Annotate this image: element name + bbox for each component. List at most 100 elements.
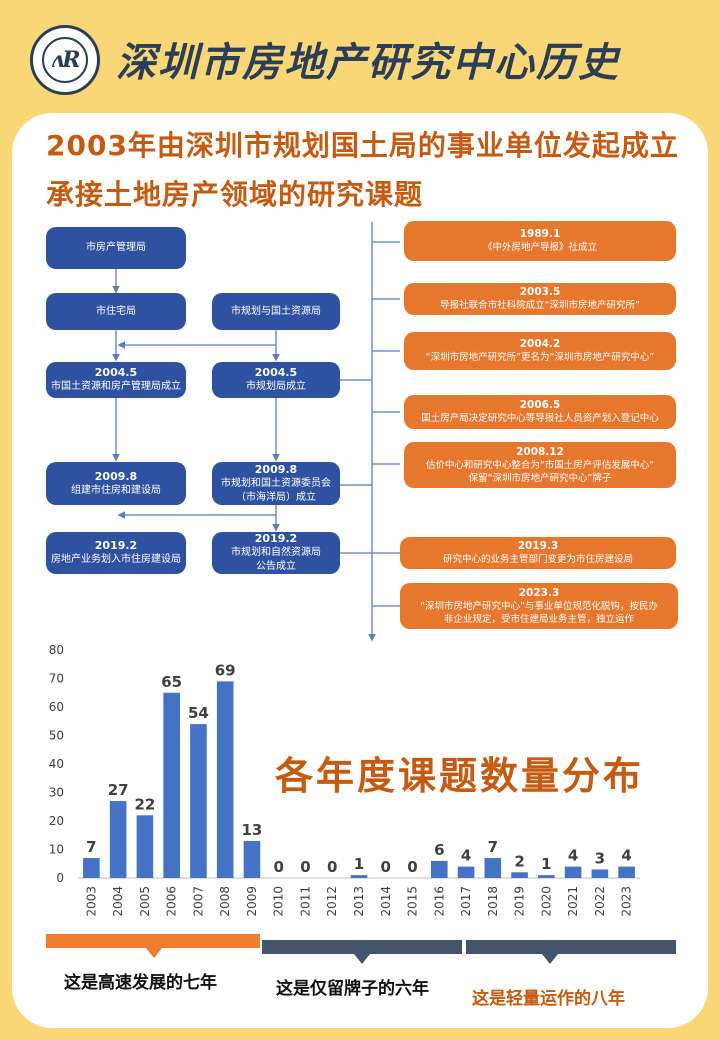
y-tick-label: 40 [49, 757, 64, 771]
x-tick-label-2016: 2016 [432, 886, 446, 917]
x-tick-label-2008: 2008 [218, 886, 232, 917]
data-label-2011: 0 [300, 858, 310, 876]
header: ʌR 深圳市房地产研究中心历史 [0, 0, 720, 118]
org-node-housing-construction-2009: 2009.8 组建市住房和建设局 [46, 462, 186, 505]
org-node-text: 组建市住房和建设局 [71, 484, 161, 496]
period-band-growth [46, 934, 260, 948]
bar-2019 [511, 872, 528, 878]
timeline-event-2008: 2008.12 估价中心和研究中心整合为“市国土房产评估发展中心” 保留“深圳市… [404, 442, 676, 488]
x-tick-label-2006: 2006 [165, 886, 179, 917]
org-node-housing-admin: 市房产管理局 [46, 227, 186, 269]
x-tick-label-2018: 2018 [486, 886, 500, 917]
x-tick-label-2003: 2003 [84, 886, 98, 917]
bar-2008 [216, 681, 234, 878]
bar-2017 [457, 866, 475, 878]
subtitle-scope: 承接土地房产领域的研究课题 [46, 178, 424, 211]
data-label-2014: 0 [381, 858, 391, 876]
data-label-2021: 4 [568, 847, 578, 865]
org-node-planning-land-bureau: 市规划与国土资源局 [212, 293, 340, 330]
subtitle-founding: 2003年由深圳市规划国土局的事业单位发起成立 [46, 129, 679, 162]
x-tick-label-2022: 2022 [593, 886, 607, 917]
page-title: 深圳市房地产研究中心历史 [116, 40, 620, 86]
y-tick-label: 30 [49, 786, 64, 800]
data-label-2006: 65 [161, 673, 182, 691]
period-label-growth: 这是高速发展的七年 [64, 973, 217, 993]
y-tick-label: 80 [49, 643, 64, 657]
org-node-text: 市房产管理局 [86, 242, 146, 253]
data-label-2017: 4 [461, 847, 471, 865]
y-tick-label: 50 [49, 729, 64, 743]
bar-2004 [109, 801, 127, 878]
data-label-2003: 7 [86, 838, 96, 856]
x-tick-label-2010: 2010 [272, 886, 286, 917]
x-tick-label-2005: 2005 [138, 886, 152, 917]
y-tick-label: 60 [49, 700, 64, 714]
bar-2013 [350, 875, 368, 878]
bar-2016 [430, 860, 448, 878]
period-band-dormant [262, 940, 462, 954]
bar-2022 [591, 869, 609, 878]
bar-2018 [484, 858, 502, 878]
data-label-2007: 54 [188, 704, 209, 722]
timeline-event-2003: 2003.5 导报社联合市社科院成立“深圳市房地产研究所” [404, 283, 676, 315]
org-node-planning-bureau-2004: 2004.5 市规划局成立 [212, 362, 340, 398]
y-tick-label: 10 [49, 843, 64, 857]
period-band-light [466, 940, 676, 954]
x-tick-label-2012: 2012 [325, 886, 339, 917]
data-label-2019: 2 [514, 852, 524, 870]
x-tick-label-2007: 2007 [191, 886, 205, 917]
x-tick-label-2023: 2023 [620, 886, 634, 917]
data-label-2008: 69 [215, 661, 236, 679]
data-label-2020: 1 [541, 855, 551, 873]
period-label-light: 这是轻量运作的八年 [472, 989, 625, 1009]
data-label-2009: 13 [242, 821, 263, 839]
org-node-residential-bureau: 市住宅局 [46, 293, 186, 330]
data-label-2005: 22 [134, 795, 155, 813]
org-node-real-estate-transfer-2019: 2019.2 房地产业务划入市住房建设局 [46, 532, 186, 574]
bar-2005 [136, 815, 154, 878]
y-tick-label: 70 [49, 672, 64, 686]
y-tick-label: 20 [49, 814, 64, 828]
bar-2021 [564, 866, 582, 878]
org-node-text: 市住宅局 [96, 305, 136, 317]
bar-2007 [190, 724, 207, 878]
x-tick-label-2017: 2017 [459, 886, 473, 917]
timeline-event-2019: 2019.3 研究中心的业务主管部门变更为市住房建设局 [400, 537, 676, 569]
x-tick-label-2009: 2009 [245, 886, 259, 917]
x-tick-label-2004: 2004 [111, 886, 125, 917]
bar-2023 [618, 866, 635, 878]
timeline-event-2006: 2006.5 国土房产局决定研究中心等导报社人员资产划入登记中心 [404, 395, 676, 429]
data-label-2010: 0 [273, 858, 283, 876]
data-label-2004: 27 [108, 781, 129, 799]
x-tick-label-2011: 2011 [298, 886, 312, 917]
data-label-2018: 7 [488, 838, 498, 856]
chart-title: 各年度课题数量分布 [275, 754, 645, 798]
period-label-dormant: 这是仅留牌子的六年 [276, 979, 429, 999]
org-node-text: 市规划和国土资源委员会 （市海洋局）成立 [221, 477, 331, 503]
logo: ʌR [30, 25, 100, 95]
timeline-event-1989: 1989.1 《中外房地产导报》社成立 [404, 221, 676, 261]
org-node-planning-committee-2009: 2009.8 市规划和国土资源委员会 （市海洋局）成立 [212, 462, 340, 505]
circular-seal-logo-icon: ʌR [42, 37, 88, 83]
bar-2006 [163, 692, 180, 878]
x-tick-label-2015: 2015 [406, 886, 420, 917]
logo-mark: ʌR [51, 47, 80, 73]
org-node-text: 市规划和自然资源局 公告成立 [231, 547, 321, 572]
org-node-text: 市规划与国土资源局 [231, 305, 321, 317]
x-tick-label-2013: 2013 [352, 886, 366, 917]
org-node-text: 房地产业务划入市住房建设局 [51, 554, 181, 565]
timeline-event-2004: 2004.2 “深圳市房地产研究所”更名为“深圳市房地产研究中心” [404, 332, 676, 370]
data-label-2012: 0 [327, 858, 337, 876]
org-node-planning-natural-resources-2019: 2019.2 市规划和自然资源局 公告成立 [212, 532, 340, 574]
y-tick-label: 0 [56, 871, 64, 885]
x-tick-label-2021: 2021 [566, 886, 580, 917]
bar-2003 [83, 858, 100, 878]
x-tick-label-2019: 2019 [513, 886, 527, 917]
org-node-land-housing-admin-2004: 2004.5 市国土资源和房产管理局成立 [46, 362, 186, 398]
x-tick-label-2020: 2020 [539, 886, 553, 917]
data-label-2016: 6 [434, 841, 444, 859]
x-tick-label-2014: 2014 [379, 886, 393, 917]
